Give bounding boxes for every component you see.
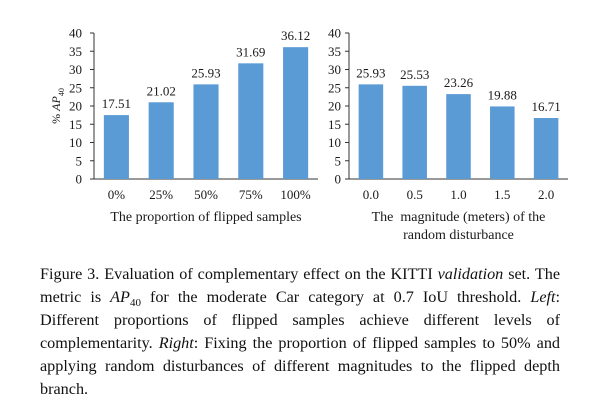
y-tick-label: 35 (328, 44, 341, 59)
figure-charts: 051015202530354017.510%21.0225%25.9350%3… (49, 26, 568, 243)
y-tick-label: 35 (69, 44, 82, 59)
x-axis-title: random disturbance (403, 228, 514, 243)
x-tick-label: 0% (108, 187, 126, 202)
y-tick-label: 20 (328, 99, 341, 114)
right-bar-chart: 0 5 10 15 20 25 30 35 40 25.93 0.0 25.53 0.5 23.26 1.0… (328, 26, 568, 243)
y-tick-label: 30 (328, 62, 341, 77)
data-label: 36.12 (281, 28, 310, 43)
caption-right: Right (158, 334, 194, 352)
data-label: 25.93 (356, 65, 385, 80)
data-label: 21.02 (147, 83, 176, 98)
y-tick-label: 40 (328, 26, 341, 41)
caption-metric: AP (110, 288, 130, 306)
y-tick-label: 25 (69, 80, 82, 95)
bar (148, 102, 174, 179)
y-axis-title-sub: 40 (57, 88, 66, 96)
x-tick-label: 75% (239, 187, 263, 202)
bar (533, 118, 559, 179)
y-tick-label: 15 (328, 117, 341, 132)
y-tick-label: 5 (335, 153, 342, 168)
caption-text-4: : Different proportions of flipped sampl… (40, 288, 560, 352)
y-tick-label: 0 (335, 172, 342, 187)
x-tick-label: 1.0 (450, 187, 466, 202)
x-tick-label: 0.0 (363, 187, 379, 202)
x-axis-title: The proportion of flipped samples (110, 210, 301, 225)
caption-text-1: Evaluation of complementary effect on th… (99, 265, 438, 283)
bar (490, 106, 515, 179)
y-tick-label: 15 (69, 117, 82, 132)
x-tick-label: 25% (149, 187, 173, 202)
x-tick-label: 50% (194, 187, 218, 202)
bar (402, 85, 427, 179)
caption-text-3: for the moderate Car category at 0.7 IoU… (140, 288, 531, 306)
data-label: 17.51 (102, 96, 131, 111)
x-tick-label: 1.5 (494, 187, 510, 202)
x-tick-label: 100% (280, 187, 311, 202)
data-label: 31.69 (236, 44, 265, 59)
caption-left: Left (530, 288, 556, 306)
caption-validation: validation (437, 265, 504, 283)
bar (238, 63, 264, 180)
figure-label: Figure 3. (40, 265, 100, 283)
y-tick-label: 30 (69, 62, 82, 77)
bar (283, 47, 309, 179)
bar (193, 84, 219, 179)
bar (358, 84, 384, 179)
figure-caption: Figure 3. Evaluation of complementary ef… (40, 263, 560, 401)
data-label: 23.26 (444, 75, 474, 90)
caption-text-2: set. The metric is (40, 265, 560, 306)
caption-text-5: : Fixing the proportion of flipped sampl… (40, 334, 561, 398)
data-label: 19.88 (488, 87, 517, 102)
y-tick-label: 10 (69, 135, 82, 150)
y-axis-title: % AP40 (49, 88, 66, 124)
data-label: 25.93 (191, 65, 220, 80)
data-label: 16.71 (531, 99, 560, 114)
y-tick-label: 10 (328, 135, 341, 150)
x-tick-label: 0.5 (407, 187, 423, 202)
y-axis-title-prefix: % (49, 111, 63, 124)
y-tick-label: 40 (69, 26, 82, 41)
left-bar-chart: 0 5 10 15 20 25 30 35 40 17.51 0% 21.02 25% 25.93 50% 3… (49, 26, 318, 225)
x-tick-label: 2.0 (538, 187, 554, 202)
y-tick-label: 0 (76, 172, 83, 187)
caption-metric-sub: 40 (129, 297, 141, 310)
data-label: 25.53 (400, 67, 429, 82)
y-tick-label: 20 (69, 99, 82, 114)
y-tick-label: 25 (328, 80, 341, 95)
y-tick-label: 5 (76, 153, 83, 168)
x-axis-title: The magnitude (meters) of the (372, 210, 546, 225)
y-axis-title-metric: AP (49, 96, 63, 112)
bar (103, 115, 129, 179)
bar (446, 94, 471, 179)
